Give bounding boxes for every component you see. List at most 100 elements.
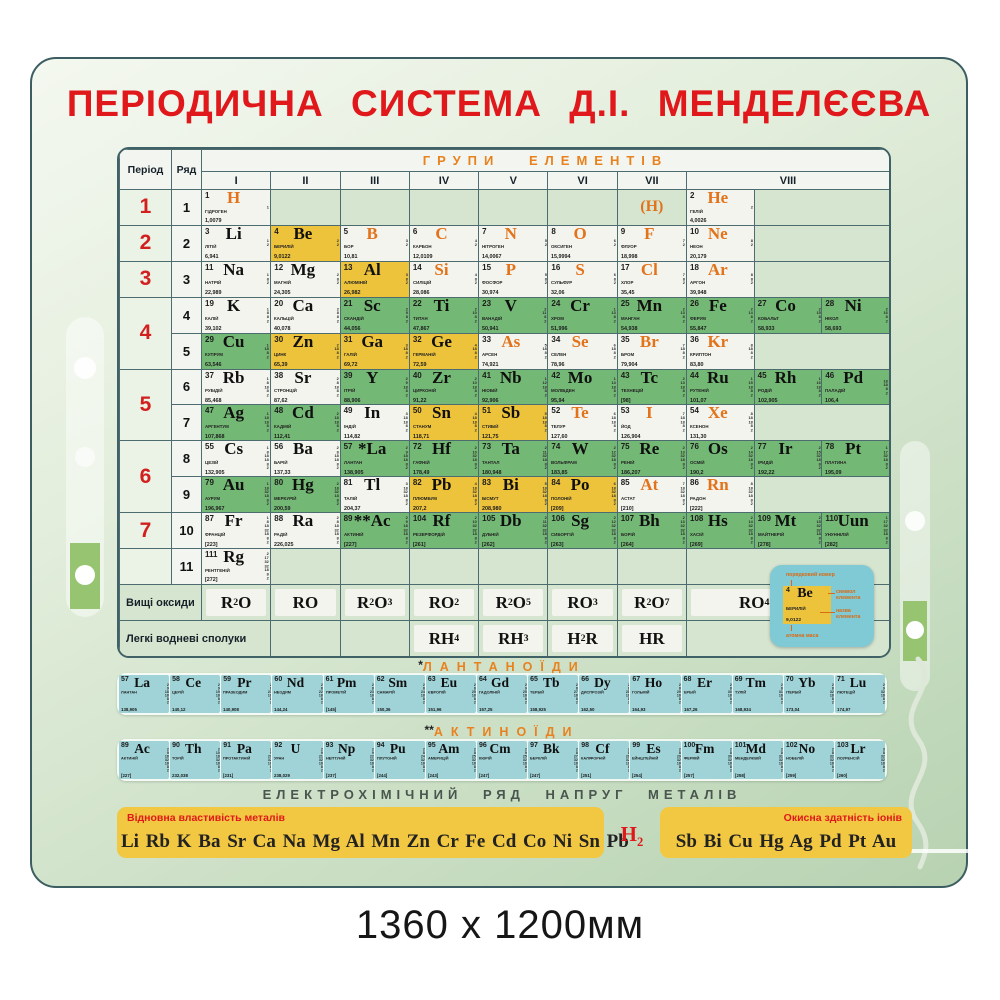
element-symbol: Sc [363,296,381,315]
group-number-VII: VII [616,171,686,189]
element-H: 1 H ГІДРОГЕН 1,0079 1 [201,189,271,225]
electron-shells: 2 8 18 8 2 [334,377,338,397]
electron-shells: 2 14 32 32 18 8 2 [748,516,752,544]
atomic-number: 46 [825,370,835,380]
shell-count: 8 [750,273,753,278]
row-column-header: Ряд [171,149,201,189]
atomic-mass: 15,9994 [551,253,571,260]
shell-count: 2 [818,393,821,397]
shell-count: 13 [680,520,685,525]
element-Pr: 59 Pr ПРАЗЕОДИМ 140,908 2 8 21 18 8 2 [221,675,272,713]
shell-count: 8 [780,697,783,702]
element-La: 57 *La ЛАНТАН 138,905 2 9 18 18 8 2 [339,440,409,477]
shell-count: 2 [474,446,478,451]
element-name: РАДОН [690,495,706,501]
element-Y: 39 Y ІТРІЙ 88,906 2 9 18 8 2 [339,368,409,405]
shell-count: 18 [883,382,888,387]
electron-shells: 5 18 32 18 8 2 [542,482,547,506]
atomic-number: 70 [785,676,794,683]
atomic-number: 92 [274,742,283,749]
shell-count: 15 [816,311,821,315]
legend-leader-line [820,612,835,613]
shell-count: 8 [474,315,478,320]
shell-count: 2 [883,701,886,705]
element-symbol: Te [571,404,589,423]
element-Uun: 110 Uun УНУННІЛІЙ [282] 1 17 32 32 18 8 2 [821,512,889,549]
shell-count: 2 [682,307,685,311]
oxide-cell: RO [270,584,340,620]
group-number-III: III [339,171,409,189]
shell-count: 18 [264,384,270,389]
shell-count: 18 [625,694,630,698]
shell-count: 18 [216,761,221,766]
atomic-number: 13 [343,262,353,272]
shell-count: 8 [576,765,579,769]
element-symbol: H [227,189,241,207]
shell-count: 29 [676,690,681,695]
element-Li: 3 Li ЛІТІЙ 6,941 1 2 [201,224,271,261]
atomic-number: 14 [412,262,422,272]
element-Sn: 50 Sn СТАНУМ 118,71 4 18 18 8 2 [408,404,479,441]
shell-count: 8 [544,536,547,541]
shell-count: 18 [264,524,270,529]
element-symbol: Dy [594,675,611,690]
element-Rg: 111 Rg РЕНТГЕНІЙ [272] 2 17 32 32 18 8 2 [201,548,271,584]
shell-count: 2 [269,683,272,688]
element-Os: 76 Os ОСМІЙ 190,2 2 14 32 18 8 2 [686,440,754,477]
shell-count: 2 [682,319,685,324]
element-Am: 95 Am АМЕРИЦІЙ [243] 2 8 25 32 18 8 2 [425,741,476,779]
shell-count: 8 [336,277,339,282]
shell-count: 1 [885,446,888,451]
atomic-mass: 101,07 [690,396,707,403]
element-name: ГОЛЬМІЙ [632,690,650,695]
element-As: 33 As АРСЕН 74,921 5 18 8 2 [478,332,548,369]
shell-count: 2 [320,768,323,773]
element-name: ЄВРОПІЙ [427,690,446,695]
shell-count: 2 [336,412,339,417]
shell-count: 6 [613,482,616,487]
element-name: АРСЕН [482,352,498,358]
atomic-mass: 151,96 [427,707,442,712]
shell-count: 4 [474,239,478,244]
shell-count: 32 [727,758,732,762]
element-symbol: No [798,741,816,756]
empty-cell [270,189,340,225]
element-N: 7 N НІТРОГЕН 14,0067 5 2 [478,224,548,261]
element-symbol: Hg [292,476,314,495]
element-name: ТИТАН [412,316,428,322]
shell-count: 8 [525,765,528,769]
shell-count: 18 [216,694,221,698]
shell-count: 10 [472,311,478,315]
shell-count: 2 [883,683,886,688]
atomic-number: 29 [205,334,214,344]
atomic-number: 77 [757,442,767,452]
element-name: ГЕЛІЙ [690,208,703,214]
electron-shells: 2 10 32 32 18 8 2 [473,516,477,544]
element-symbol: Cl [640,260,658,279]
element-symbol: Ti [433,296,450,315]
atomic-number: 73 [482,442,492,452]
element-name: ТУЛІЙ [734,690,746,695]
atomic-number: 56 [274,442,284,452]
shell-count: 32 [625,758,630,762]
shell-count: 2 [218,768,221,773]
atomic-number: 76 [690,442,699,452]
element-Sg: 106 Sg СИБОРГІЙ [263] 2 12 32 32 18 8 2 [547,512,617,549]
element-symbol: Pr [237,675,252,690]
shell-count: 2 [320,747,323,752]
period-4: 4 [119,296,171,369]
element-Co: 27 Co КОБАЛЬТ 58,933 2 15 8 2 [753,296,822,333]
shell-count: 18 [165,754,170,759]
element-symbol: Au [222,476,245,495]
shell-count: 7 [682,482,685,487]
shell-count: 30 [727,690,732,695]
hydride-formula: RH 4 [413,625,475,652]
atomic-mass: 144,24 [274,707,288,712]
shell-count: 2 [818,319,821,324]
electron-shells: 2 12 32 32 18 8 2 [611,516,615,544]
shell-count: 18 [264,494,270,499]
shell-count: 5 [544,482,547,487]
shell-count: 32 [334,528,339,533]
